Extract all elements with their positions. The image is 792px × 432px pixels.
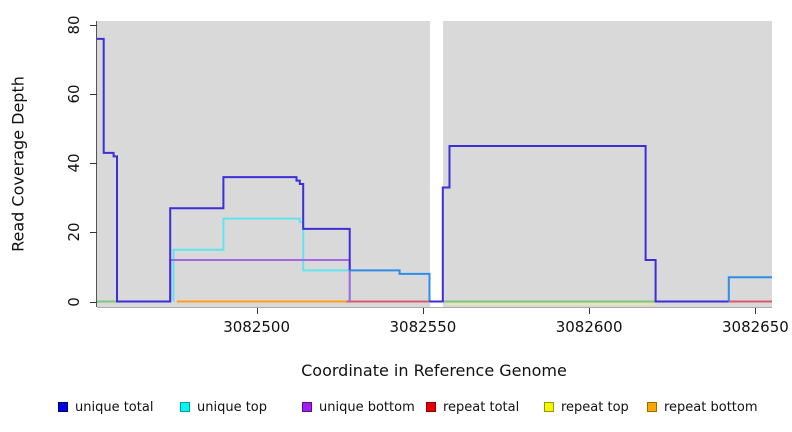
series-unique-top: [172, 217, 351, 302]
series-unique-bottom: [169, 259, 351, 302]
series-unique-total: [429, 145, 729, 303]
series-unique-total: [97, 37, 351, 303]
x-tick-label: 3082650: [721, 318, 789, 336]
legend-swatch-icon: [647, 402, 657, 412]
x-tick-label: 3082500: [223, 318, 290, 336]
x-tick: [589, 308, 591, 314]
legend-swatch-icon: [302, 402, 312, 412]
x-tick: [422, 308, 424, 314]
coverage-gap-band: [429, 21, 443, 307]
legend-item-unique-total: unique total: [58, 399, 153, 415]
legend-swatch-icon: [426, 402, 436, 412]
x-axis-line: [97, 307, 772, 308]
legend-item-unique-bottom: unique bottom: [302, 399, 415, 415]
legend-item-repeat-top: repeat top: [544, 399, 629, 415]
legend-item-repeat-total: repeat total: [426, 399, 519, 415]
y-tick-label: 80: [65, 15, 83, 35]
legend-label: repeat total: [443, 399, 520, 415]
y-tick-label: 20: [65, 222, 83, 242]
legend-label: repeat bottom: [664, 399, 758, 415]
legend-swatch-icon: [58, 402, 68, 412]
y-tick-label: 40: [65, 153, 83, 173]
series-unique-total: [349, 269, 431, 302]
y-tick: [90, 232, 97, 234]
legend-swatch-icon: [544, 402, 554, 412]
x-tick-label: 3082600: [555, 318, 623, 336]
x-tick: [755, 308, 757, 314]
y-tick-label: 0: [65, 296, 83, 307]
y-tick: [90, 163, 97, 165]
x-axis-title: Coordinate in Reference Genome: [301, 361, 567, 380]
y-tick: [90, 94, 97, 96]
legend-label: unique total: [75, 399, 154, 415]
y-tick: [90, 301, 97, 303]
y-axis-title: Read Coverage Depth: [8, 76, 28, 252]
legend-label: repeat top: [561, 399, 629, 415]
legend-label: unique bottom: [319, 399, 415, 415]
legend-item-repeat-bottom: repeat bottom: [647, 399, 758, 415]
legend-label: unique top: [197, 399, 268, 415]
series-unique-total: [727, 276, 772, 302]
legend-swatch-icon: [180, 402, 190, 412]
y-tick-label: 60: [65, 84, 83, 104]
legend-item-unique-top: unique top: [180, 399, 267, 415]
x-tick: [256, 308, 258, 314]
x-tick-label: 3082550: [389, 318, 457, 336]
y-tick: [90, 25, 97, 27]
